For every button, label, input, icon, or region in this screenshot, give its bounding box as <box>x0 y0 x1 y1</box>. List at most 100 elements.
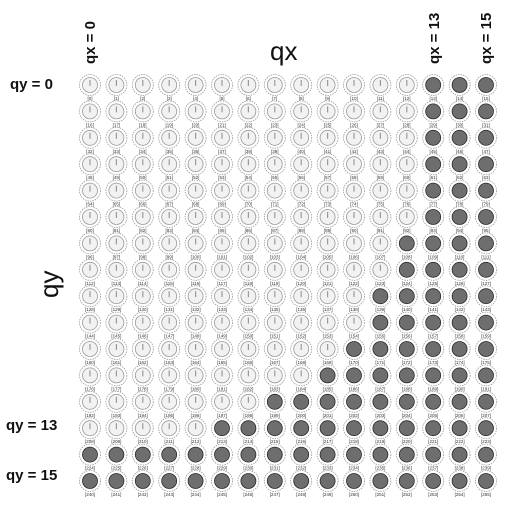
grid-cell-161: [161] <box>105 338 128 365</box>
cell-index: [181] <box>217 386 227 391</box>
cell-index: [96] <box>86 254 94 259</box>
cell-filled <box>451 103 468 120</box>
grid-cell-198: [198] <box>237 390 260 418</box>
cell-index: [219] <box>375 439 385 444</box>
cell-index: [11] <box>377 96 384 101</box>
grid-cell-21: [21] <box>211 100 233 127</box>
cell-filled <box>214 446 230 463</box>
cell-index: [105] <box>323 254 333 259</box>
grid-cell-130: [130] <box>131 285 154 312</box>
cell-index: [142] <box>455 307 465 312</box>
cell-index: [218] <box>349 439 359 444</box>
cell-index: [145] <box>111 334 121 339</box>
cell-filled <box>214 420 230 437</box>
grid-cell-219: [219] <box>369 417 392 444</box>
cell-index: [234] <box>349 466 359 471</box>
cell-index: [91] <box>377 228 385 233</box>
grid-cell-83: [83] <box>158 206 181 233</box>
cell-index: [31] <box>482 122 490 127</box>
cell-index: [207] <box>481 413 491 418</box>
cell-index: [243] <box>164 492 174 497</box>
grid-cell-248: [248] <box>290 470 313 497</box>
grid-cell-12: [12] <box>395 74 418 101</box>
cell-index: [109] <box>428 254 438 259</box>
cell-index: [129] <box>111 307 121 312</box>
cell-index: [140] <box>402 307 412 312</box>
cell-filled <box>478 182 494 199</box>
cell-filled <box>372 446 389 463</box>
cell-index: [107] <box>375 254 385 259</box>
grid-cell-85: [85] <box>211 206 233 233</box>
cell-index: [3] <box>167 96 172 101</box>
grid-cell-32: [32] <box>79 126 101 154</box>
grid-cell-94: [94] <box>448 206 471 233</box>
grid-cell-18: [18] <box>131 100 154 127</box>
cell-filled <box>478 103 494 120</box>
cell-index: [70] <box>245 202 253 207</box>
cell-filled <box>293 446 310 463</box>
cell-filled <box>478 420 494 437</box>
grid-cell-187: [187] <box>369 364 392 391</box>
grid-cell-179: [179] <box>158 364 181 391</box>
cell-index: [209] <box>111 439 121 444</box>
cell-filled <box>214 473 230 489</box>
cell-index: [167] <box>270 360 280 365</box>
cell-filled <box>187 446 204 463</box>
grid-cell-173: [173] <box>422 338 445 365</box>
cell-index: [232] <box>296 466 306 471</box>
cell-filled <box>478 261 494 278</box>
grid-cell-243: [243] <box>158 470 181 497</box>
grid-cell-55: [55] <box>263 153 286 180</box>
cell-index: [153] <box>323 334 333 339</box>
cell-index: [90] <box>350 228 358 233</box>
grid-cell-201: [201] <box>316 390 339 418</box>
grid-cell-9: [9] <box>316 74 339 101</box>
grid-cell-237: [237] <box>422 443 445 471</box>
grid-cell-139: [139] <box>369 285 392 312</box>
cell-index: [223] <box>481 439 491 444</box>
grid-cell-60: [60] <box>395 153 418 180</box>
grid-cell-8: [8] <box>290 74 313 101</box>
grid-cell-68: [68] <box>184 179 207 207</box>
cell-filled <box>240 473 257 489</box>
cell-filled <box>451 156 468 173</box>
grid-cell-47: [47] <box>475 126 497 154</box>
cell-index: [200] <box>296 413 306 418</box>
grid-cell-22: [22] <box>237 100 260 127</box>
grid-cell-222: [222] <box>448 417 471 444</box>
grid-cell-30: [30] <box>448 100 471 127</box>
grid-cell-235: [235] <box>369 443 392 471</box>
cell-index: [194] <box>138 413 148 418</box>
cell-index: [2] <box>140 96 145 101</box>
grid-cell-255: [255] <box>475 470 497 497</box>
cell-index: [171] <box>375 360 385 365</box>
grid-cell-228: [228] <box>184 443 207 471</box>
cell-index: [13] <box>429 96 437 101</box>
cell-index: [213] <box>217 439 227 444</box>
cell-index: [156] <box>402 334 412 339</box>
cell-index: [137] <box>323 307 333 312</box>
cell-filled <box>319 393 336 410</box>
cell-index: [46] <box>456 149 464 154</box>
cell-index: [26] <box>350 122 358 127</box>
cell-index: [97] <box>113 254 121 259</box>
cell-filled <box>425 367 442 384</box>
cell-index: [14] <box>456 96 464 101</box>
cell-index: [148] <box>191 334 201 339</box>
cell-index: [132] <box>191 307 201 312</box>
grid-cell-206: [206] <box>448 390 471 418</box>
cell-filled <box>425 182 442 199</box>
cell-index: [117] <box>217 281 227 286</box>
cell-index: [121] <box>323 281 333 286</box>
grid-cell-38: [38] <box>237 126 260 154</box>
cell-filled <box>346 367 362 384</box>
grid-cell-128: [128] <box>79 285 101 312</box>
cell-index: [196] <box>191 413 201 418</box>
grid-cell-183: [183] <box>263 364 286 391</box>
cell-index: [225] <box>111 466 121 471</box>
cell-filled <box>398 314 415 331</box>
grid-cell-142: [142] <box>448 285 471 312</box>
cell-index: [224] <box>85 466 95 471</box>
cell-filled <box>398 367 415 384</box>
